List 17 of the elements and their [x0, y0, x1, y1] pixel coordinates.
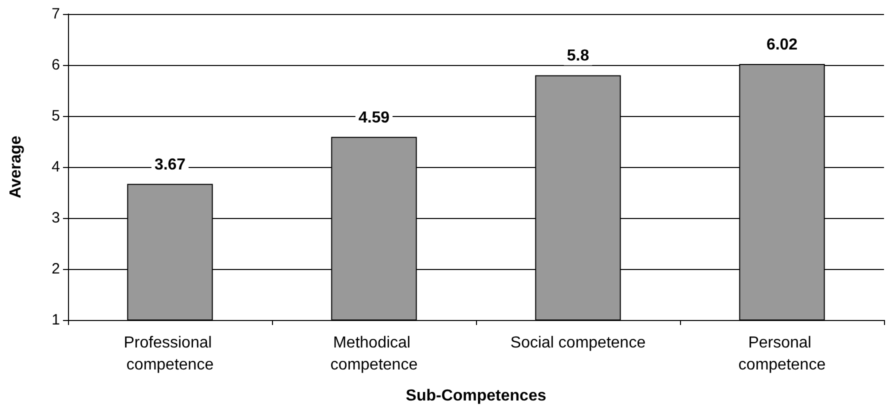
y-tick-label: 5 [52, 108, 60, 124]
data-label: 3.67 [154, 156, 186, 174]
y-tick-label: 2 [52, 260, 60, 278]
y-tick-label: 7 [52, 6, 60, 22]
x-axis-title: Sub-Competences [406, 388, 546, 404]
data-label: 6.02 [766, 36, 798, 54]
y-tick-label: 6 [52, 56, 60, 74]
y-tick-label: 1 [52, 312, 60, 328]
data-label: 4.59 [358, 109, 390, 126]
x-tick-label: Methodical competence [330, 334, 418, 374]
y-axis-title: Average [8, 136, 24, 198]
x-tick-label: Social competence [510, 334, 646, 352]
y-tick-label: 4 [52, 158, 60, 176]
x-tick-label: Professional competence [124, 334, 216, 374]
x-tick-label: Personal competence [738, 334, 826, 374]
y-tick-label: 3 [52, 210, 60, 226]
data-label: 5.8 [566, 48, 590, 65]
